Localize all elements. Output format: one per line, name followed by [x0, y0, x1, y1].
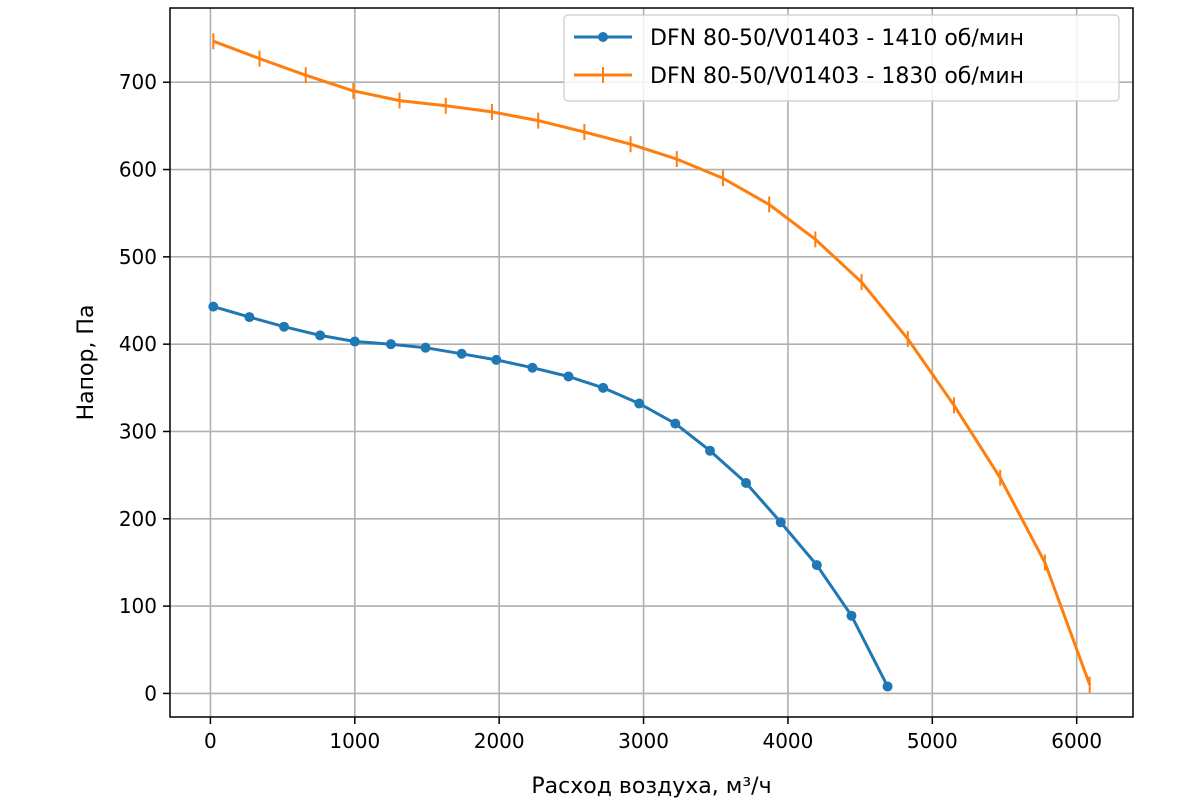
data-point — [811, 560, 822, 571]
data-point — [349, 336, 360, 347]
grid — [170, 8, 1133, 717]
data-point — [634, 398, 645, 409]
series-1830 — [212, 33, 1092, 693]
plot-frame — [169, 7, 1134, 718]
data-point — [704, 445, 715, 456]
x-tick-label: 3000 — [618, 729, 669, 753]
legend-swatch-marker — [598, 32, 608, 42]
legend: DFN 80-50/V01403 - 1410 об/мин DFN 80-50… — [563, 14, 1120, 102]
data-point — [670, 418, 681, 429]
y-axis-label: Напор, Па — [74, 305, 99, 421]
data-point — [775, 517, 786, 528]
x-axis-label: Расход воздуха, м³/ч — [531, 774, 771, 799]
ticks: 0 1000 2000 3000 4000 5000 6000 0 100 200 300 400 50… — [119, 70, 1102, 753]
data-point — [244, 312, 255, 323]
y-tick-label: 500 — [119, 245, 157, 269]
data-point — [385, 339, 396, 350]
data-point — [527, 362, 538, 373]
y-tick-label: 300 — [119, 419, 157, 443]
data-point — [598, 382, 609, 393]
legend-box — [563, 14, 1120, 102]
x-tick-label: 0 — [204, 729, 217, 753]
series-line — [212, 305, 889, 688]
y-tick-label: 400 — [119, 332, 157, 356]
x-tick-label: 5000 — [907, 729, 958, 753]
series-1410 — [208, 301, 893, 692]
x-tick-label: 2000 — [474, 729, 525, 753]
data-point — [456, 348, 467, 359]
data-point — [882, 681, 893, 692]
y-tick-label: 200 — [119, 507, 157, 531]
legend-label-1410: DFN 80-50/V01403 - 1410 об/мин — [650, 26, 1024, 51]
data-point — [741, 477, 752, 488]
data-point — [208, 301, 219, 312]
series-line — [212, 39, 1092, 686]
legend-entry-1410: DFN 80-50/V01403 - 1410 об/мин — [574, 26, 1024, 51]
x-tick-label: 1000 — [329, 729, 380, 753]
x-tick-label: 6000 — [1051, 729, 1102, 753]
legend-entry-1830: DFN 80-50/V01403 - 1830 об/мин — [574, 64, 1024, 89]
y-tick-label: 700 — [119, 70, 157, 94]
y-tick-label: 0 — [144, 681, 157, 705]
x-tick-label: 4000 — [762, 729, 813, 753]
y-tick-label: 600 — [119, 158, 157, 182]
data-point — [315, 330, 326, 341]
data-point — [279, 321, 290, 332]
legend-label-1830: DFN 80-50/V01403 - 1830 об/мин — [650, 64, 1024, 89]
data-point — [420, 342, 431, 353]
y-tick-label: 100 — [119, 594, 157, 618]
data-point — [491, 354, 502, 365]
series-layer — [208, 33, 1092, 693]
data-point — [563, 371, 574, 382]
data-point — [846, 610, 857, 621]
